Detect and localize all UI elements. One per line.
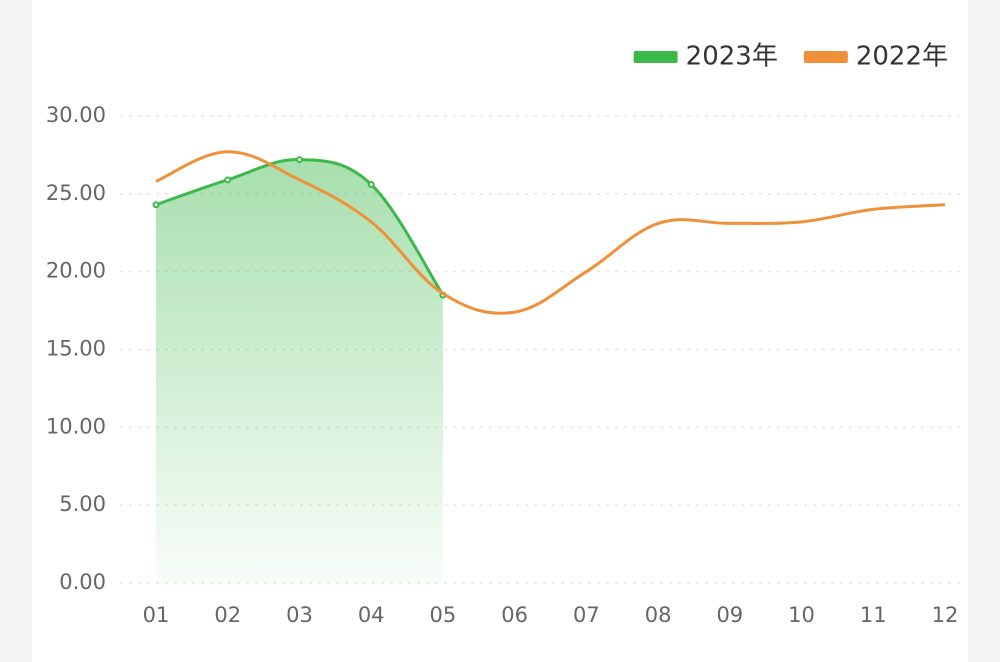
point (224, 176, 232, 184)
legend-label: 2022年 (856, 42, 948, 72)
y-tick-label: 0.00 (59, 570, 106, 594)
legend-swatch (633, 51, 678, 63)
x-tick-label: 07 (573, 603, 600, 627)
y-tick-label: 30.00 (46, 103, 106, 127)
x-tick-label: 10 (788, 603, 815, 627)
x-tick-label: 11 (860, 603, 887, 627)
x-tick-label: 12 (932, 603, 959, 627)
area (156, 159, 443, 583)
y-tick-label: 10.00 (46, 414, 106, 438)
point (367, 180, 375, 188)
legend-label: 2023年 (686, 42, 778, 72)
x-tick-label: 08 (645, 603, 672, 627)
x-tick-label: 01 (143, 603, 170, 627)
point (295, 156, 303, 164)
line (155, 158, 445, 296)
point (152, 201, 160, 209)
y-tick-label: 15.00 (46, 337, 106, 361)
x-tick-label: 06 (501, 603, 528, 627)
legend-swatch (803, 51, 848, 63)
line (155, 150, 946, 315)
x-tick-label: 02 (214, 603, 241, 627)
x-tick-label: 04 (358, 603, 385, 627)
x-tick-label: 09 (716, 603, 743, 627)
y-tick-label: 20.00 (46, 259, 106, 283)
x-tick-label: 03 (286, 603, 313, 627)
x-tick-label: 05 (430, 603, 457, 627)
y-tick-label: 5.00 (59, 492, 106, 516)
y-tick-label: 25.00 (46, 181, 106, 205)
